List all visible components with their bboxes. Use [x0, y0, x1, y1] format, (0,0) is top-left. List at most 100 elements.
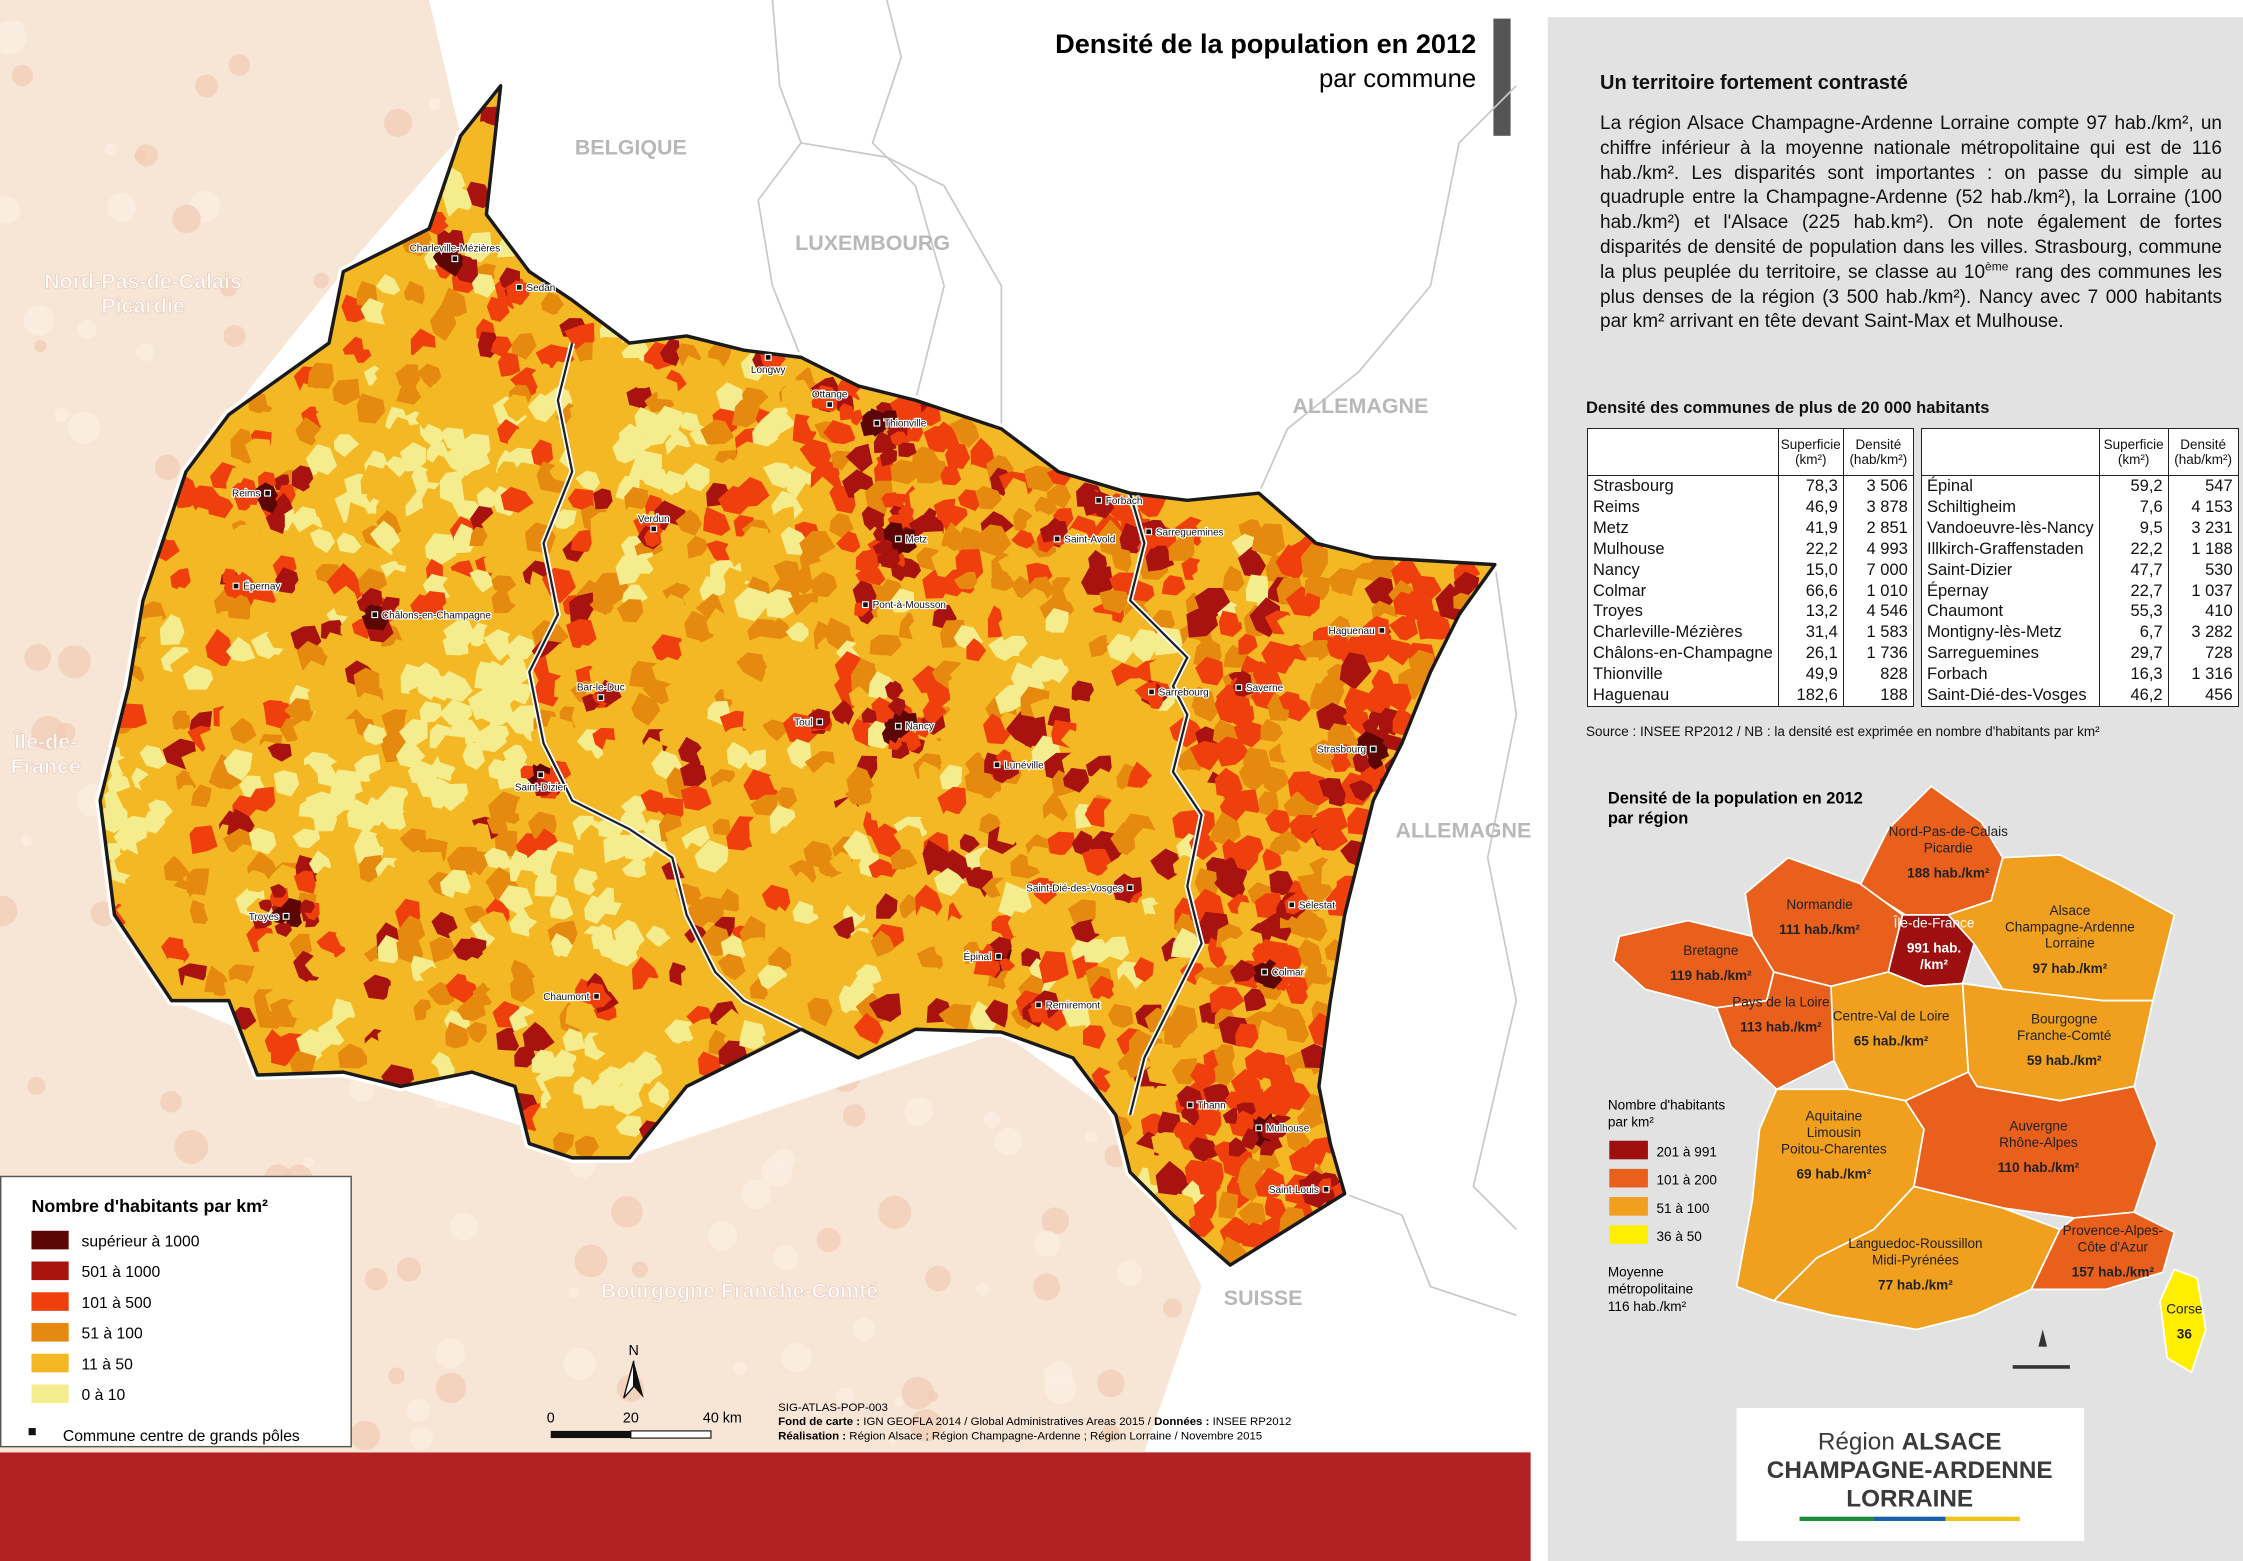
commune [433, 805, 460, 840]
country-label: SUISSE [1224, 1286, 1303, 1310]
table-cell: 78,3 [1777, 475, 1844, 497]
neighbour-commune [994, 1127, 1023, 1156]
inset-region-name: Nord-Pas-de-Calais [1889, 824, 2008, 839]
table-cell: 1 010 [1842, 580, 1914, 602]
country-border [1344, 1192, 1517, 1316]
commune [717, 953, 746, 981]
commune [594, 522, 623, 550]
commune [726, 741, 751, 770]
neighbour-commune [0, 20, 27, 55]
scale-bar [630, 1430, 712, 1439]
city-label: Saint-Dizier [515, 783, 567, 794]
inset-legend-label: 201 à 991 [1657, 1144, 1717, 1159]
city-marker [1288, 901, 1296, 909]
commune [808, 660, 832, 683]
inset-region-name: Aquitaine [1806, 1109, 1863, 1124]
table-row: Épinal 59,2 547 [1921, 475, 2239, 497]
neighbour-commune [771, 1148, 796, 1173]
city-label: Châlons-en-Champagne [382, 610, 491, 621]
city-marker [1095, 496, 1103, 504]
commune [609, 934, 641, 967]
inset-region-value: 97 hab./km² [2033, 961, 2108, 976]
commune [1027, 763, 1047, 785]
credit-line: Réalisation : Région Alsace ; Région Cha… [778, 1430, 1262, 1442]
credit-part: Réalisation : [778, 1430, 846, 1442]
commune [332, 378, 361, 406]
inset-title: par région [1608, 809, 1688, 827]
commune [474, 120, 497, 145]
table-cell: 7 000 [1842, 559, 1914, 581]
table-cell: 47,7 [2098, 559, 2169, 581]
table-title: Densité des communes de plus de 20 000 h… [1586, 399, 1990, 417]
commune [950, 693, 985, 725]
neighbour-commune [11, 64, 33, 87]
city-marker [282, 912, 290, 920]
table-cell: 59,2 [2098, 475, 2169, 497]
logo-line: CHAMPAGNE-ARDENNE [1767, 1457, 2053, 1484]
neighbour-commune [835, 1387, 855, 1407]
inset-region-name: Corse [2166, 1302, 2202, 1317]
commune [505, 634, 535, 661]
inset-legend-label: 101 à 200 [1657, 1173, 1718, 1188]
commune [230, 717, 257, 744]
commune [454, 811, 474, 831]
commune [299, 587, 320, 616]
inset-scale [2012, 1365, 2070, 1369]
scale-label: 0 [547, 1410, 555, 1426]
table-cell: 1 188 [2167, 538, 2239, 560]
commune [1106, 633, 1133, 663]
commune [678, 637, 705, 659]
commune [549, 894, 574, 920]
commune [597, 640, 628, 670]
commune [210, 677, 232, 700]
commune [937, 786, 967, 816]
commune [275, 567, 300, 594]
commune [660, 338, 681, 367]
neighbour-commune [154, 454, 181, 480]
city-label: Sarrebourg [1159, 687, 1209, 698]
neighbour-commune [160, 1091, 182, 1113]
commune [375, 828, 401, 853]
table-cell: 31,4 [1777, 622, 1844, 644]
commune [841, 930, 874, 964]
legend-swatch [31, 1322, 69, 1342]
commune [612, 434, 638, 464]
neighbour-commune [733, 1361, 747, 1376]
commune [774, 506, 795, 529]
city-label: Ottange [812, 389, 848, 400]
logo-stripe [1873, 1516, 1946, 1521]
commune [782, 975, 811, 1005]
commune [990, 569, 1016, 591]
city-label: Verdun [638, 514, 670, 525]
region-label: Bourgogne Franche-Comté [601, 1279, 879, 1303]
table-row: Thionville 49,9 828 [1587, 664, 1914, 686]
country-border [1258, 85, 1517, 494]
legend-label: 0 à 10 [82, 1387, 126, 1404]
inset-average: métropolitaine [1608, 1282, 1693, 1297]
table-cell: 26,1 [1777, 643, 1844, 665]
table-cell: 1 316 [2167, 664, 2239, 686]
neighbour-commune [894, 1396, 905, 1407]
neighbour-commune [816, 1227, 841, 1253]
neighbour-commune [135, 144, 158, 167]
commune [1082, 939, 1113, 963]
commune [189, 825, 218, 855]
table-cell: 16,3 [2098, 664, 2169, 686]
logo-word: ALSACE [1902, 1429, 2002, 1456]
city-label: Bar-le-Duc [577, 682, 625, 693]
table-cell: 4 993 [1842, 538, 1914, 560]
commune [189, 588, 218, 617]
commune [675, 509, 703, 536]
commune [249, 786, 276, 812]
table-header: Superficie (km²) Densité (hab/km²) [1587, 428, 1914, 476]
neighbour-commune [852, 1317, 876, 1341]
city-label: Colmar [1272, 968, 1305, 979]
header-cell: Superficie (km²) [2098, 428, 2169, 476]
table-cell: 15,0 [1777, 559, 1844, 581]
map-layer [0, 0, 1518, 1453]
inset-region-name: Poitou-Charentes [1781, 1142, 1887, 1157]
credit-part: Données : [1154, 1416, 1209, 1428]
neighbour-commune [406, 1398, 430, 1422]
commune [768, 853, 795, 881]
commune [591, 426, 613, 450]
